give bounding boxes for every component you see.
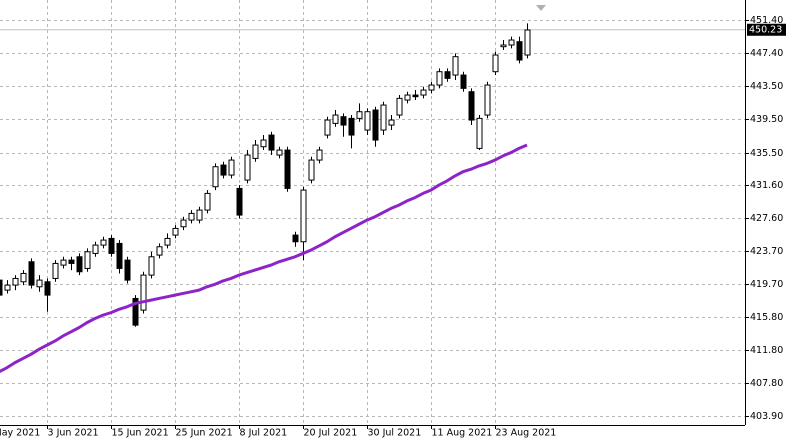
moving-average-line [0,143,528,373]
x-tick-label: 23 Aug 2021 [496,428,557,439]
candle-body [188,212,195,221]
candle-body [380,104,387,131]
y-tick-label: 423.70 [750,246,783,257]
x-tick-label: 30 Jul 2021 [368,428,422,439]
candle-body [308,159,315,181]
chart-shift-marker [536,5,546,11]
candle-body [156,246,163,256]
candle-body [476,117,483,149]
candle-body [260,139,267,148]
candle-body [108,237,115,254]
x-tick-label: 20 Jul 2021 [304,428,358,439]
candle-body [332,114,339,124]
candle-body [268,134,275,151]
last-price-box [747,23,786,36]
y-tick-label: 443.50 [750,81,783,92]
y-tick-label: 439.50 [750,114,783,125]
candle-body [84,251,91,269]
candle-body [460,74,467,89]
candle-body [212,166,219,188]
y-tick-label: 435.50 [750,148,783,159]
plot-area [0,0,745,425]
x-tick-label: 15 Jun 2021 [112,428,169,439]
candle-body [292,234,299,243]
candle-body [116,242,123,269]
candle-body [388,119,395,126]
candle-body [172,227,179,236]
candle-body [0,279,3,296]
x-tick-label: 25 Jun 2021 [176,428,233,439]
candle-body [516,41,523,61]
y-tick-label: 451.40 [750,15,783,26]
y-tick-label: 407.80 [750,378,783,389]
y-tick-label: 415.80 [750,312,783,323]
candle-body [444,71,451,79]
candle-body [12,277,19,286]
candle-body [228,159,235,176]
candle-body [132,297,139,326]
candle-body [484,84,491,116]
candle-body [340,116,347,126]
candle-body [396,97,403,116]
candle-body [276,149,283,156]
candle-body [348,117,355,136]
candle-body [524,29,531,56]
last-price-label: 450.23 [749,24,782,35]
candle-body [44,281,51,296]
candle-body [100,239,107,246]
candle-body [468,91,475,121]
candle-body [76,256,83,273]
y-tick-label: 447.40 [750,48,783,59]
candle-body [412,94,419,98]
candle-body [492,54,499,73]
candle-body [52,262,59,279]
candle-body [148,256,155,276]
candle-body [364,111,371,131]
candle-body [20,272,27,283]
candle-body [68,259,75,264]
candle-body [140,274,147,311]
candle-body [92,244,99,254]
x-tick-label: 8 Jul 2021 [240,428,288,439]
y-tick-label: 403.90 [750,411,783,422]
candle-body [404,94,411,101]
candle-body [164,237,171,246]
y-tick-label: 419.70 [750,279,783,290]
x-tick-label: 11 Aug 2021 [432,428,493,439]
candle-body [204,192,211,211]
candle-body [316,149,323,161]
x-tick-label: May 2021 [0,428,40,439]
candle-body [420,89,427,96]
candle-body [220,164,227,176]
y-tick-label: 411.80 [750,345,783,356]
candle-body [60,259,67,266]
candle-body [372,109,379,141]
candle-body [436,71,443,86]
candle-body [4,284,11,291]
candle-body [428,84,435,91]
candle-body [324,119,331,136]
candle-body [28,261,35,286]
candle-body [196,209,203,221]
x-tick-label: 3 Jun 2021 [48,428,99,439]
candle-body [284,149,291,189]
candle-body [180,219,187,228]
candle-body [36,279,43,288]
y-tick-label: 431.60 [750,180,783,191]
candle-body [244,154,251,181]
candle-body [508,39,515,46]
candle-body [300,189,307,243]
candle-body [124,259,131,281]
candle-body [356,111,363,119]
candle-body [500,44,507,48]
candle-body [252,144,259,159]
candle-body [236,187,243,216]
candle-body [452,56,459,76]
y-tick-label: 427.60 [750,213,783,224]
